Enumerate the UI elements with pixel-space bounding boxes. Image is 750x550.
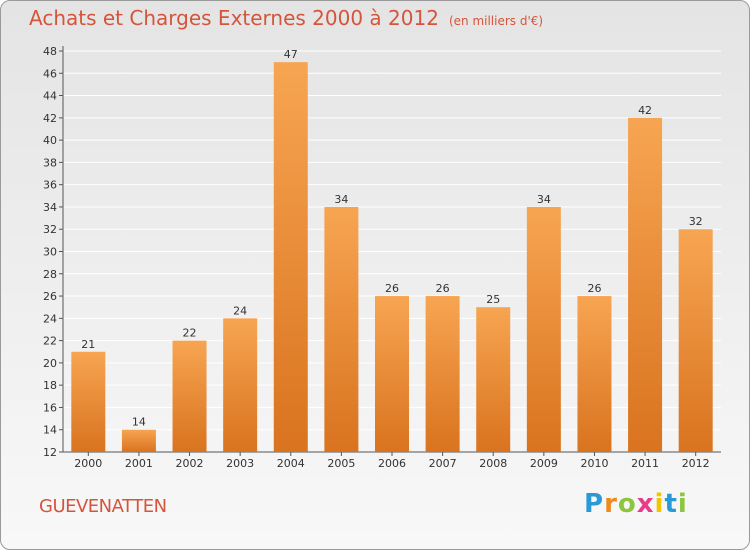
y-tick-label: 20 xyxy=(43,357,57,370)
y-tick-label: 48 xyxy=(43,45,57,58)
x-tick-label: 2005 xyxy=(327,457,355,470)
value-label: 42 xyxy=(638,104,652,117)
bars xyxy=(71,62,713,453)
value-label: 24 xyxy=(233,304,247,317)
bar-2012 xyxy=(678,229,713,452)
y-tick-label: 40 xyxy=(43,134,57,147)
city-name: GUEVENATTEN xyxy=(39,496,167,517)
chart-title-text: Achats et Charges Externes 2000 à 2012 xyxy=(29,6,439,30)
x-tick-label: 2004 xyxy=(277,457,305,470)
y-tick-label: 30 xyxy=(43,246,57,259)
y-tick-label: 16 xyxy=(43,401,57,414)
y-tick-label: 12 xyxy=(43,446,57,459)
bar-2006 xyxy=(375,296,409,452)
chart-title: Achats et Charges Externes 2000 à 2012 (e… xyxy=(29,6,543,30)
y-tick-label: 18 xyxy=(43,379,57,392)
value-label: 34 xyxy=(334,193,348,206)
value-label: 21 xyxy=(81,338,95,351)
y-tick-label: 26 xyxy=(43,290,57,303)
y-tick-label: 32 xyxy=(43,223,57,236)
bar-2010 xyxy=(577,296,612,452)
x-tick-label: 2009 xyxy=(530,457,558,470)
y-tick-label: 38 xyxy=(43,156,57,169)
x-tick-label: 2007 xyxy=(429,457,457,470)
bar-2001 xyxy=(121,429,156,452)
x-tick-label: 2001 xyxy=(125,457,153,470)
value-label: 26 xyxy=(436,282,450,295)
bar-2009 xyxy=(526,206,561,452)
x-tick-label: 2000 xyxy=(74,457,102,470)
x-tick-label: 2012 xyxy=(682,457,710,470)
value-label: 47 xyxy=(284,48,298,61)
value-label: 32 xyxy=(689,215,703,228)
value-label: 26 xyxy=(587,282,601,295)
bar-2008 xyxy=(476,307,511,452)
bar-2000 xyxy=(71,351,106,452)
proxiti-logo: Proxiti xyxy=(584,489,688,519)
x-tick-label: 2010 xyxy=(580,457,608,470)
y-tick-label: 24 xyxy=(43,312,57,325)
x-tick-label: 2006 xyxy=(378,457,406,470)
y-tick-label: 46 xyxy=(43,67,57,80)
y-tick-label: 34 xyxy=(43,201,57,214)
x-tick-label: 2003 xyxy=(226,457,254,470)
y-tick-label: 44 xyxy=(43,90,57,103)
value-label: 34 xyxy=(537,193,551,206)
value-label: 26 xyxy=(385,282,399,295)
value-label: 25 xyxy=(486,293,500,306)
y-tick-label: 28 xyxy=(43,268,57,281)
value-label: 14 xyxy=(132,416,146,429)
bar-2002 xyxy=(172,340,207,452)
x-tick-label: 2002 xyxy=(176,457,204,470)
bar-2005 xyxy=(324,206,359,452)
y-tick-label: 14 xyxy=(43,424,57,437)
y-tick-label: 36 xyxy=(43,179,57,192)
x-tick-label: 2008 xyxy=(479,457,507,470)
labels: 12 14 16 18 20 22 24 26 28 30 32 34 36 38 40 42 44 46 48 20… xyxy=(43,45,710,470)
bar-2003 xyxy=(223,318,258,452)
bar-2007 xyxy=(425,296,460,452)
bar-2011 xyxy=(628,117,663,452)
y-tick-label: 42 xyxy=(43,112,57,125)
value-label: 22 xyxy=(183,327,197,340)
y-tick-label: 22 xyxy=(43,335,57,348)
x-tick-label: 2011 xyxy=(631,457,659,470)
bar-2004 xyxy=(273,62,308,453)
chart-unit: (en milliers d'€) xyxy=(448,14,544,28)
